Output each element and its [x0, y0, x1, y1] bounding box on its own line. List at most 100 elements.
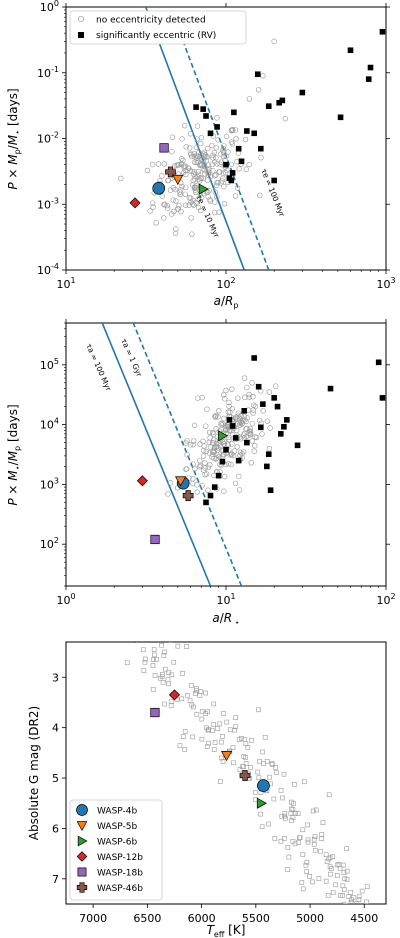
planet-marker-wasp-5b: [174, 476, 187, 487]
background-planet-point: [161, 215, 167, 221]
background-planet-point: [272, 383, 279, 389]
background-star-point: [190, 734, 195, 740]
background-planet-point: [256, 417, 263, 424]
background-star-point: [329, 866, 334, 871]
background-planet-point: [266, 389, 272, 395]
background-star-point: [193, 691, 198, 696]
background-planet-point: [187, 442, 194, 448]
background-star-point: [221, 711, 226, 716]
eccentric-planet-point: [251, 355, 257, 361]
background-star-point: [231, 760, 236, 766]
background-planet-point: [183, 184, 189, 190]
background-planet-point: [205, 145, 211, 152]
eccentric-planet-point: [276, 99, 282, 106]
eccentric-planet-point: [337, 114, 344, 121]
background-star-point: [274, 770, 279, 775]
x-tick-label: 101: [216, 592, 235, 607]
planet-marker-wasp-46b: [182, 490, 194, 501]
background-star-point: [364, 884, 370, 890]
background-planet-point: [220, 439, 226, 445]
legend-marker-wasp-12b: [76, 851, 88, 862]
x-tick-label: 6500: [133, 912, 161, 925]
background-star-point: [343, 903, 348, 904]
background-planet-point: [257, 192, 263, 198]
background-star-point: [128, 634, 132, 638]
background-star-point: [256, 775, 262, 780]
background-star-point: [114, 581, 118, 585]
background-star-point: [211, 701, 217, 707]
background-star-point: [305, 839, 311, 845]
background-star-point: [303, 862, 309, 868]
background-planet-point: [213, 456, 219, 462]
background-planet-point: [244, 384, 250, 391]
legend-box: [69, 799, 163, 901]
eccentric-planet-point: [203, 499, 209, 506]
background-star-point: [270, 762, 275, 767]
legend-label-wasp-5b: WASP-5b: [97, 822, 137, 832]
background-star-point: [151, 647, 157, 653]
background-planet-point: [201, 149, 208, 156]
background-planet-point: [237, 449, 244, 456]
planet-marker-wasp-18b: [150, 707, 160, 718]
eccentric-planet-point: [327, 385, 334, 392]
background-planet-point: [233, 427, 240, 434]
eccentric-planet-point: [235, 145, 242, 152]
background-star-point: [319, 832, 325, 837]
planet-marker-wasp-4b: [257, 779, 270, 792]
background-planet-point: [200, 447, 207, 454]
background-star-point: [241, 764, 246, 770]
background-star-point: [344, 846, 350, 851]
background-planet-point: [221, 473, 228, 480]
background-planet-point: [226, 403, 232, 410]
background-planet-point: [247, 429, 254, 435]
background-planet-point: [188, 215, 194, 221]
background-star-point: [341, 887, 347, 892]
background-planet-point: [252, 403, 259, 410]
planet-marker-wasp-46b: [239, 770, 251, 781]
background-planet-point: [223, 153, 230, 159]
background-planet-point: [181, 164, 187, 171]
background-star-point: [194, 686, 199, 691]
background-planet-point: [206, 188, 212, 194]
eccentric-planet-point: [219, 458, 226, 465]
background-star-point: [282, 813, 288, 819]
eccentric-planet-point: [264, 463, 270, 470]
background-planet-point: [206, 166, 212, 172]
eccentric-planet-point: [232, 435, 239, 441]
background-star-point: [285, 867, 290, 872]
background-star-point: [132, 612, 136, 616]
legend-marker-wasp-4b: [76, 804, 88, 816]
background-planet-point: [220, 146, 227, 152]
background-star-point: [300, 827, 306, 833]
background-planet-point: [200, 453, 207, 459]
background-star-point: [327, 855, 333, 861]
background-planet-point: [228, 461, 234, 468]
background-planet-point: [173, 162, 180, 169]
background-star-point: [238, 735, 244, 741]
planet-marker-wasp-12b: [168, 689, 180, 701]
background-planet-point: [218, 420, 225, 426]
background-planet-point: [178, 208, 184, 215]
background-star-point: [217, 779, 223, 784]
background-planet-point: [242, 417, 248, 423]
background-planet-point: [213, 182, 220, 189]
planet-marker-wasp-12b: [136, 475, 148, 487]
background-star-point: [362, 905, 366, 909]
eccentric-planet-point: [277, 431, 284, 437]
background-star-point: [281, 771, 287, 777]
background-planet-point: [242, 394, 248, 401]
background-planet-point: [194, 136, 200, 142]
background-planet-point: [207, 196, 213, 203]
background-planet-point: [144, 167, 151, 174]
background-planet-point: [260, 408, 266, 414]
background-star-point: [140, 647, 146, 653]
background-star-point: [269, 761, 275, 766]
background-star-point: [122, 621, 126, 625]
background-star-point: [341, 901, 347, 904]
background-planet-point: [179, 183, 185, 190]
background-star-point: [243, 761, 249, 766]
background-planet-point: [246, 391, 252, 398]
background-planet-point: [179, 136, 185, 142]
background-star-point: [162, 666, 168, 672]
background-star-point: [166, 670, 172, 676]
